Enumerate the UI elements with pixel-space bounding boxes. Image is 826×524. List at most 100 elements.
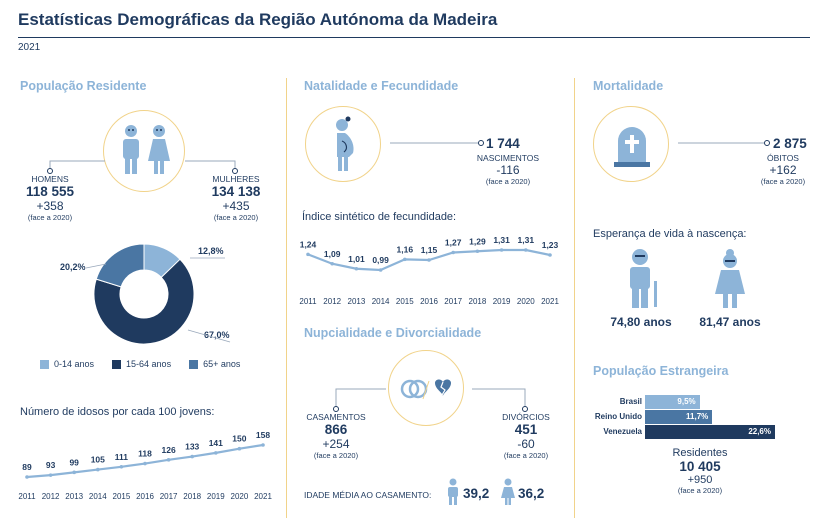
casamentos-delta: +254 (322, 437, 350, 451)
marriage-connectors (333, 388, 528, 412)
birth-connector (390, 140, 484, 146)
donut-label-1: 67,0% (204, 330, 230, 340)
isf-year-3: 2014 (372, 297, 390, 306)
section-title-natalidade: Natalidade e Fecundidade (304, 79, 459, 93)
isf-point-2 (354, 266, 359, 271)
idosos-value-10: 158 (256, 430, 270, 440)
idosos-point-5 (143, 461, 147, 466)
idosos-value-5: 118 (138, 449, 152, 459)
mulheres-block: MULHERES 134 138 +435 (face a 2020) (196, 174, 276, 222)
donut-slice-1 (93, 258, 195, 345)
idosos-year-2: 2013 (65, 492, 83, 501)
isf-year-5: 2016 (420, 297, 438, 306)
page-year: 2021 (18, 42, 41, 53)
bar-label-0: Brasil (619, 397, 642, 406)
idosos-year-0: 2011 (18, 492, 36, 501)
isf-point-8 (499, 248, 504, 252)
isf-value-6: 1,27 (445, 238, 462, 248)
column-divider-1 (286, 78, 287, 518)
old-man-icon (630, 249, 657, 308)
isf-point-4 (403, 257, 407, 262)
divorcios-block: DIVÓRCIOS 451 -60 (face a 2020) (488, 412, 564, 460)
bar-row-2: Venezuela 22,6% (562, 425, 822, 439)
legend-swatch-0-14 (40, 359, 49, 369)
idosos-point-9 (237, 446, 242, 451)
rings-broken-heart-icon (400, 379, 451, 400)
isf-year-2: 2013 (348, 297, 366, 306)
isf-point-0 (306, 252, 310, 257)
legend-item-0-14: 0-14 anos (40, 359, 94, 369)
idosos-title: Número de idosos por cada 100 jovens: (20, 406, 215, 418)
divorcios-value: 451 (514, 422, 538, 437)
idosos-value-7: 133 (185, 442, 199, 452)
idosos-year-5: 2016 (136, 492, 154, 501)
idosos-point-6 (166, 458, 171, 462)
idosos-value-6: 126 (162, 445, 176, 455)
esperanca-title: Esperança de vida à nascença: (593, 228, 747, 240)
obitos-note: (face a 2020) (760, 177, 806, 186)
isf-year-0: 2011 (299, 297, 317, 306)
idosos-value-0: 89 (22, 462, 32, 472)
isf-value-1: 1,09 (324, 249, 341, 259)
idosos-value-2: 99 (69, 457, 79, 467)
idosos-point-8 (214, 451, 218, 455)
idosos-value-8: 141 (209, 438, 223, 448)
isf-value-9: 1,31 (518, 235, 535, 245)
donut-label-0: 12,8% (198, 246, 224, 256)
idosos-value-4: 111 (115, 452, 129, 462)
casamentos-block: CASAMENTOS 866 +254 (face a 2020) (298, 412, 374, 460)
homens-value: 118 555 (25, 184, 75, 199)
isf-year-4: 2015 (396, 297, 414, 306)
isf-title: Índice sintético de fecundidade: (302, 211, 457, 223)
esperanca-mulher: 81,47 anos (699, 315, 761, 329)
idosos-year-9: 2020 (231, 492, 249, 501)
divorcios-delta: -60 (517, 437, 535, 451)
nascimentos-delta: -116 (496, 163, 520, 177)
idosos-point-10 (261, 443, 265, 447)
donut-label-2: 20,2% (60, 262, 86, 272)
homens-label: HOMENS (31, 174, 69, 184)
isf-year-6: 2017 (444, 297, 462, 306)
legend-label-15-64: 15-64 anos (126, 359, 172, 369)
bar-label-2: Venezuela (603, 427, 642, 436)
section-title-estrangeira: População Estrangeira (593, 364, 729, 378)
death-connector (678, 140, 770, 146)
residentes-delta: +950 (687, 474, 713, 486)
idosos-value-1: 93 (46, 460, 56, 470)
column-divider-2 (574, 78, 575, 518)
idosos-point-7 (190, 454, 194, 459)
legend-item-15-64: 15-64 anos (112, 359, 171, 369)
idosos-point-1 (48, 473, 53, 477)
nascimentos-note: (face a 2020) (485, 177, 531, 186)
isf-value-5: 1,15 (421, 245, 438, 255)
obitos-label: ÓBITOS (767, 153, 799, 163)
old-woman-icon (715, 249, 745, 308)
idade-homem-value: 39,2 (463, 486, 490, 501)
man-small-icon (448, 478, 458, 505)
idade-mulher-value: 36,2 (518, 486, 545, 501)
nascimentos-value: 1 744 (486, 136, 520, 151)
donut-leader-1 (187, 329, 231, 343)
bar-row-1: Reino Unido 11,7% (562, 410, 822, 424)
idosos-point-2 (72, 470, 76, 475)
isf-point-1 (330, 261, 334, 266)
idosos-line-chart: 89 2011 93 2012 99 2013 105 2014 111 2015 118 2016 1… (18, 430, 272, 501)
bar-row-0: Brasil 9,5% (562, 395, 822, 409)
bar-1: 11,7% (645, 410, 713, 424)
residentes-block: Residentes 10 405 +950 (face a 2020) (660, 447, 740, 495)
idosos-year-6: 2017 (160, 492, 178, 501)
isf-value-8: 1,31 (493, 235, 510, 245)
isf-value-10: 1,23 (542, 240, 559, 250)
homens-delta: +358 (36, 199, 64, 213)
residentes-value: 10 405 (679, 459, 721, 474)
obitos-block: ÓBITOS +162 (face a 2020) (745, 153, 821, 186)
donut-legend: 0-14 anos 15-64 anos 65+ anos (40, 359, 240, 369)
homens-note: (face a 2020) (27, 213, 73, 222)
idosos-point-0 (25, 475, 29, 479)
casamentos-note: (face a 2020) (313, 451, 359, 460)
isf-point-6 (451, 250, 455, 255)
legend-item-65: 65+ anos (189, 359, 240, 369)
section-title-populacao: População Residente (20, 79, 147, 93)
population-connectors (47, 160, 238, 174)
mulheres-delta: +435 (222, 199, 250, 213)
